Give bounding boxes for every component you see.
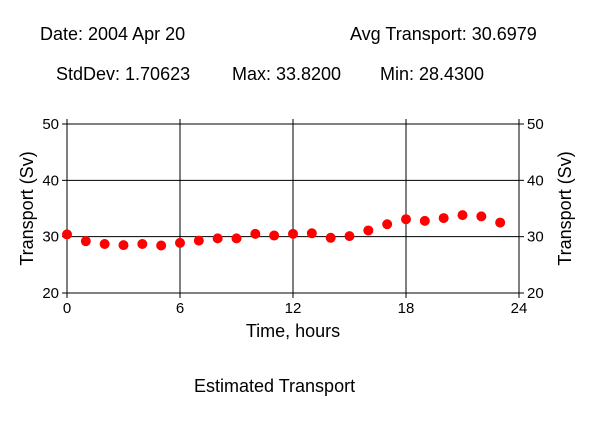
data-point [457, 210, 468, 221]
x-tick-label: 18 [398, 300, 415, 317]
data-point [80, 236, 91, 247]
x-tick-label: 6 [176, 300, 184, 317]
data-point [495, 217, 506, 228]
data-point [250, 228, 261, 239]
y-tick-label-right: 20 [527, 285, 544, 302]
data-point [175, 237, 185, 248]
data-point [62, 229, 72, 240]
data-point [156, 240, 167, 251]
data-point [137, 238, 148, 249]
y-axis-title-right: Transport (Sv) [555, 151, 575, 265]
y-tick-label-left: 40 [42, 172, 59, 189]
data-point [325, 232, 336, 243]
data-point [344, 231, 355, 242]
data-point [438, 213, 449, 224]
y-tick-label-left: 30 [42, 229, 59, 246]
date-label: Date: 2004 Apr 20 [40, 24, 186, 44]
y-tick-label-right: 40 [527, 172, 544, 189]
data-point [231, 233, 242, 244]
data-points [62, 210, 506, 251]
x-tick-label: 24 [511, 300, 528, 317]
data-point [212, 233, 223, 244]
data-point [118, 240, 129, 251]
data-point [382, 219, 393, 230]
y-axis-title-left: Transport (Sv) [17, 151, 37, 265]
x-tick-label: 0 [63, 300, 71, 317]
data-point [99, 238, 110, 249]
max-label: Max: 33.8200 [232, 64, 342, 84]
data-point [306, 228, 317, 239]
data-point [363, 225, 374, 236]
data-point [288, 228, 298, 239]
x-axis-title: Time, hours [246, 321, 340, 341]
data-point [476, 211, 487, 222]
y-tick-label-left: 50 [42, 116, 59, 133]
y-tick-label-right: 30 [527, 229, 544, 246]
data-point [419, 215, 430, 226]
data-point [269, 230, 280, 241]
min-label: Min: 28.4300 [380, 64, 485, 84]
data-point [193, 235, 204, 246]
data-point [401, 214, 411, 225]
y-tick-label-right: 50 [527, 116, 544, 133]
avg-transport-label: Avg Transport: 30.6979 [350, 24, 537, 44]
y-tick-label-left: 20 [42, 285, 59, 302]
stddev-label: StdDev: 1.70623 [56, 64, 191, 84]
grid-lines [67, 124, 519, 293]
chart-caption: Estimated Transport [194, 376, 356, 396]
x-tick-label: 12 [285, 300, 302, 317]
